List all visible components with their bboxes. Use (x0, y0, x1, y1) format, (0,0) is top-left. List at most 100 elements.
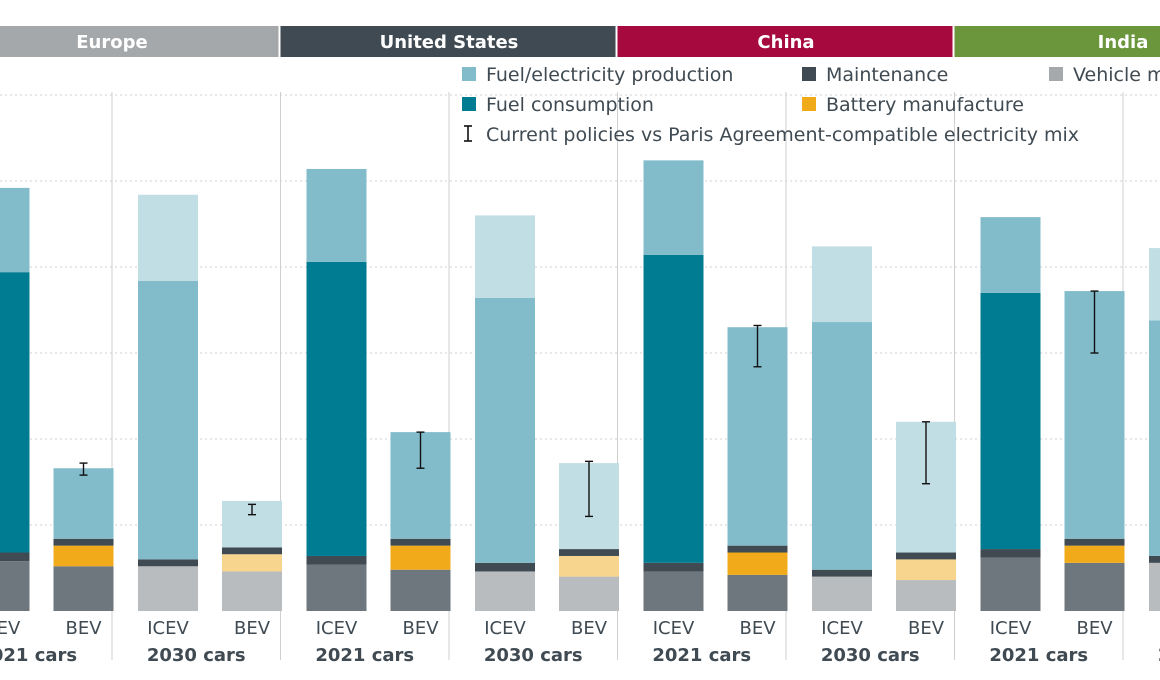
legend-swatch (1049, 67, 1063, 81)
bar-segment-fuel-production (306, 168, 367, 262)
legend-label: Battery manufacture (826, 94, 1024, 116)
bar-segment-fuel-production-future (138, 194, 198, 281)
bar-segment-vehicle (53, 566, 114, 611)
x-label-icev: ICEV (821, 618, 863, 639)
bar-segment-fuel-production (1149, 320, 1160, 556)
bar-segment-maintenance (559, 549, 619, 556)
bar-segment-fuel-production-future (812, 246, 872, 323)
bar-segment-maintenance (643, 562, 704, 572)
bar-segment-fuel-production-future (1149, 248, 1160, 321)
region-band (617, 26, 953, 57)
legend-label: Current policies vs Paris Agreement-comp… (486, 124, 1079, 146)
bar-segment-fuel-production (643, 160, 704, 255)
bar-china-2021-cars-icev (643, 160, 704, 611)
region-label: United States (380, 32, 519, 53)
bar-segment-fuel-production (980, 217, 1041, 293)
bar-india-2021-cars-icev (980, 217, 1041, 611)
bar-europe-2030-cars-icev (138, 194, 198, 611)
bar-segment-battery (222, 554, 282, 572)
bar-segment-maintenance (812, 569, 872, 577)
x-label-icev: ICEV (484, 618, 526, 639)
error-bar (753, 324, 762, 368)
gridlines (0, 94, 1160, 526)
legend-item-fuel-electricity-production: Fuel/electricity production (462, 64, 733, 86)
bar-united-states-2030-cars-bev (559, 460, 619, 611)
legend-swatch (462, 97, 476, 111)
bar-china-2030-cars-icev (812, 246, 872, 611)
bar-segment-maintenance (306, 555, 367, 565)
bar-china-2030-cars-bev (896, 421, 956, 611)
bar-segment-vehicle (475, 571, 535, 611)
group-label: 2030 cars (1158, 645, 1160, 666)
bar-segment-maintenance (1149, 555, 1160, 563)
x-label-bev: BEV (1076, 618, 1113, 639)
region-europe: Europe (0, 26, 279, 57)
legend-item-current-policies-vs-paris-agreement-compatible-electricity-mix: Current policies vs Paris Agreement-comp… (464, 124, 1079, 146)
error-bar (585, 460, 593, 518)
bar-segment-battery (390, 545, 451, 570)
error-bar (248, 503, 256, 516)
bar-segment-battery (896, 559, 956, 581)
region-india: India (954, 26, 1160, 57)
bar-segment-maintenance (53, 538, 114, 546)
bar-segment-maintenance (0, 552, 30, 562)
error-bar (79, 462, 88, 476)
bar-segment-vehicle (1149, 562, 1160, 611)
bar-segment-fuel-production (138, 280, 198, 560)
region-china: China (617, 26, 953, 57)
region-label: China (757, 32, 814, 53)
bar-europe-2021-cars-icev (0, 187, 30, 611)
x-label-bev: BEV (571, 618, 608, 639)
group-label: 2030 cars (147, 645, 246, 666)
bar-europe-2021-cars-bev (53, 462, 114, 611)
bar-segment-maintenance (896, 552, 956, 560)
error-bar (416, 431, 425, 469)
bar-segment-fuel-production-future (475, 215, 535, 298)
x-label-icev: ICEV (653, 618, 695, 639)
bar-segment-maintenance (727, 545, 788, 553)
legend-item-battery-manufacture: Battery manufacture (802, 94, 1024, 116)
group-label: 2021 cars (989, 645, 1088, 666)
region-band (280, 26, 616, 57)
x-label-bev: BEV (739, 618, 776, 639)
legend-item-vehicle-manufacture: Vehicle manufacture (1049, 64, 1160, 86)
bar-united-states-2030-cars-icev (475, 215, 535, 611)
error-bar (1090, 290, 1099, 354)
bar-china-2021-cars-bev (727, 324, 788, 611)
bar-india-2021-cars-bev (1064, 290, 1125, 611)
region-band (954, 26, 1160, 57)
group-label: 2030 cars (821, 645, 920, 666)
x-label-bev: BEV (234, 618, 271, 639)
bar-segment-fuel-consumption (306, 261, 367, 556)
legend-label: Fuel consumption (486, 94, 654, 116)
bar-segment-maintenance (138, 559, 198, 567)
bar-segment-maintenance (475, 562, 535, 572)
bar-segment-battery (727, 552, 788, 575)
bar-segment-fuel-production (475, 297, 535, 563)
x-label-icev: ICEV (147, 618, 189, 639)
bars (0, 160, 1160, 611)
legend-swatch (802, 97, 816, 111)
bar-segment-vehicle (980, 557, 1041, 611)
legend-item-maintenance: Maintenance (802, 64, 948, 86)
bar-segment-vehicle (138, 566, 198, 611)
legend-label: Vehicle manufacture (1073, 64, 1160, 86)
bar-segment-vehicle (559, 576, 619, 611)
bar-segment-battery (1064, 545, 1125, 563)
bar-segment-fuel-production (53, 468, 114, 539)
bar-united-states-2021-cars-bev (390, 431, 451, 611)
bar-segment-fuel-production (812, 322, 872, 570)
axis-labels: ICEV BEV 2021 cars ICEV BEV 2030 cars ICEV BEV 2… (0, 618, 1160, 666)
bar-segment-vehicle (896, 580, 956, 611)
bar-segment-vehicle (222, 571, 282, 611)
bar-segment-battery (559, 555, 619, 577)
x-label-icev: ICEV (316, 618, 358, 639)
legend-label: Maintenance (826, 64, 948, 86)
bar-segment-fuel-consumption (980, 292, 1041, 550)
bar-europe-2030-cars-bev (222, 500, 282, 611)
bar-segment-maintenance (980, 549, 1041, 558)
bar-segment-vehicle (727, 574, 788, 611)
x-label-bev: BEV (402, 618, 439, 639)
legend-swatch (802, 67, 816, 81)
